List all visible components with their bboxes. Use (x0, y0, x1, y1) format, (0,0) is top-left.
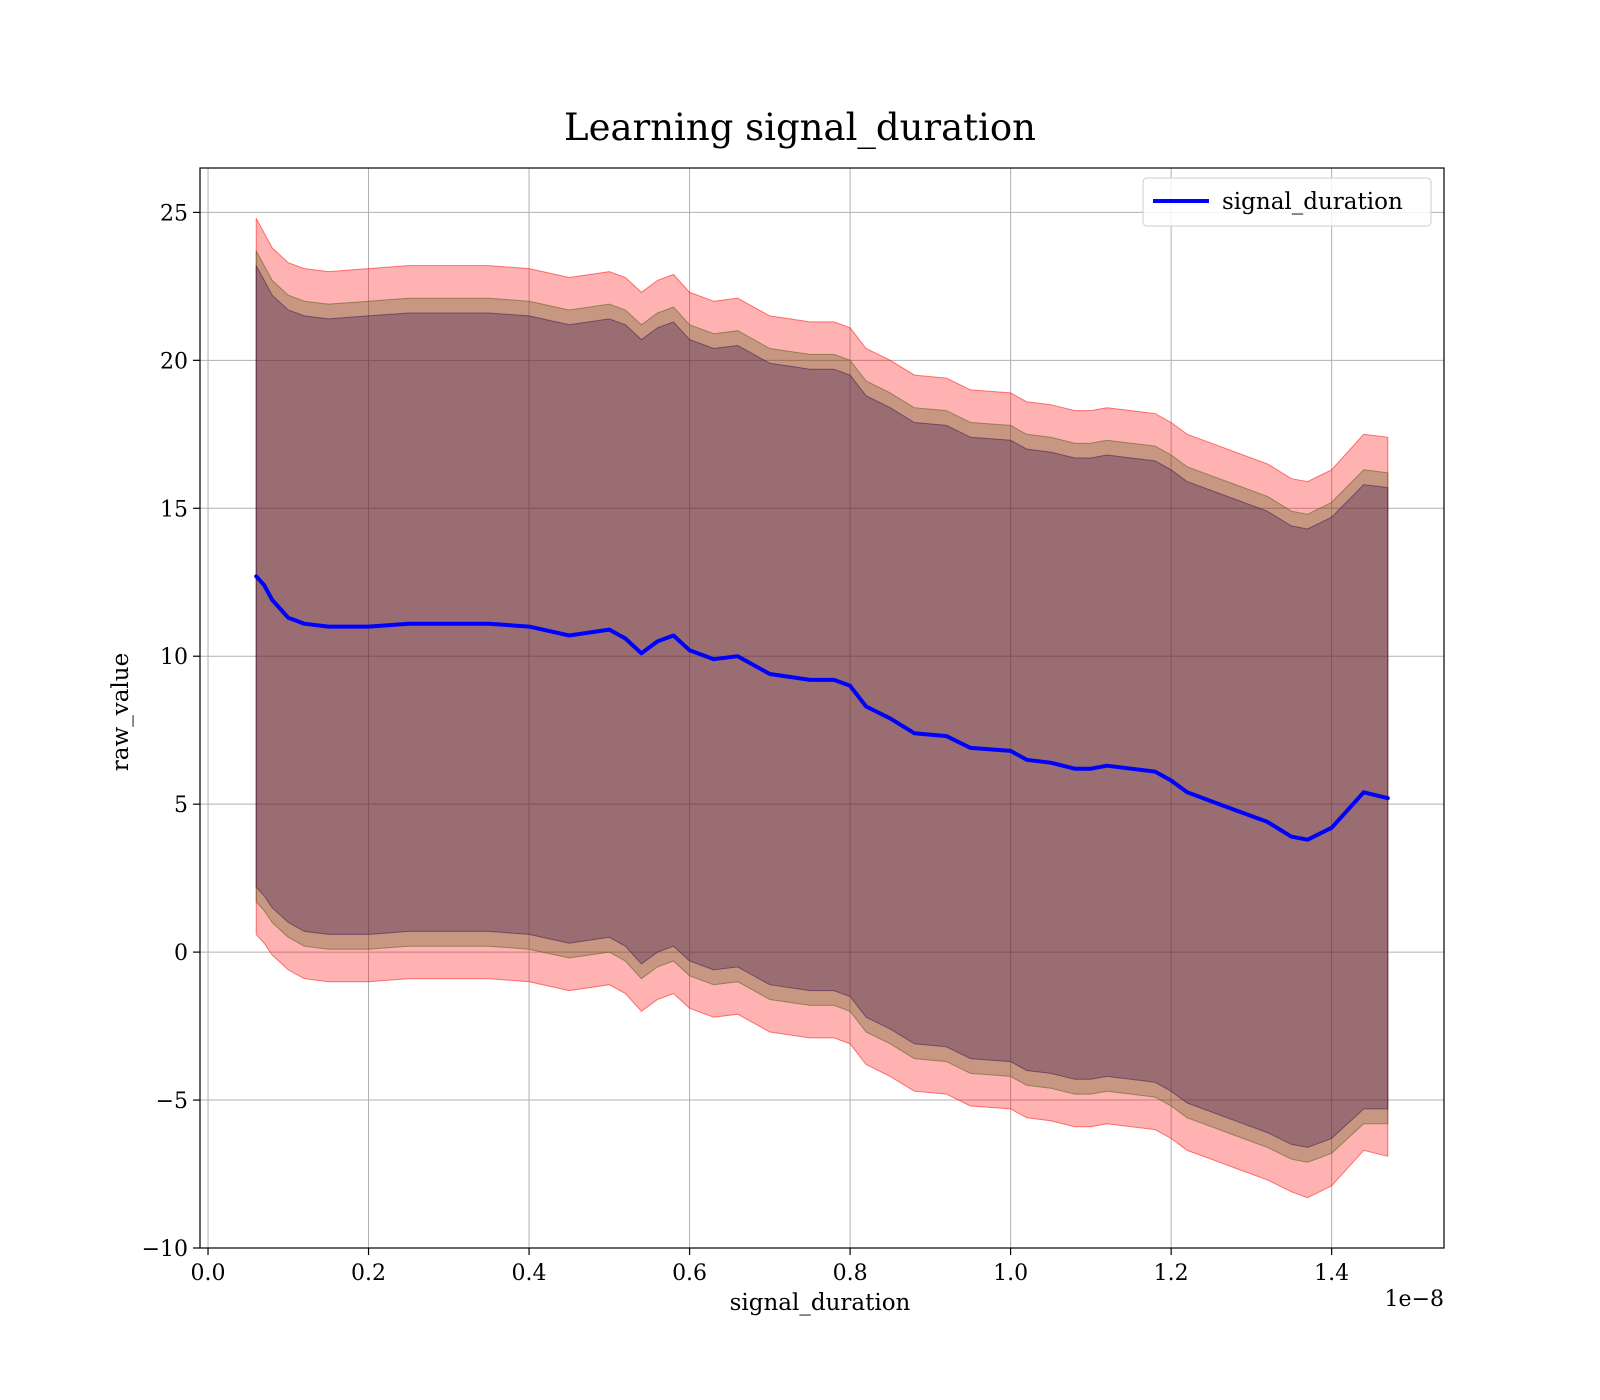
chart-title: Learning signal_duration (564, 106, 1036, 150)
legend-label: signal_duration (1222, 189, 1403, 215)
x-tick-label: 1.2 (1154, 1261, 1189, 1286)
y-tick-label: 25 (160, 201, 188, 226)
x-tick-label: 1.0 (993, 1261, 1028, 1286)
x-tick-label: 0.8 (833, 1261, 868, 1286)
confidence-bands (255, 218, 1389, 1199)
x-tick-label: 0.6 (672, 1261, 707, 1286)
legend-box (1142, 177, 1432, 227)
y-tick-label: 5 (174, 793, 188, 818)
y-tick-label: 20 (160, 349, 188, 374)
legend: signal_duration (1142, 177, 1432, 227)
x-tick-label: 1.4 (1314, 1261, 1349, 1286)
band-1 (255, 250, 1389, 1163)
y-tick-label: 0 (174, 941, 188, 966)
plot-frame (199, 167, 1445, 1249)
x-tick-label: 0.2 (351, 1261, 386, 1286)
x-axis-title: signal_duration (730, 1290, 911, 1316)
x-axis-offset-label: 1e−8 (1385, 1287, 1444, 1312)
band-2 (255, 265, 1389, 1148)
y-tick-label: 15 (160, 497, 188, 522)
y-tick-label: −10 (142, 1237, 188, 1262)
series-lines (254, 574, 1390, 842)
x-tick-label: 0.0 (191, 1261, 226, 1286)
grid (200, 168, 1444, 1249)
x-tick-label: 0.4 (512, 1261, 547, 1286)
y-tick-label: −5 (156, 1089, 188, 1114)
y-axis-title: raw_value (108, 653, 134, 771)
y-tick-label: 10 (160, 645, 188, 670)
series-line-0 (254, 574, 1390, 842)
axis-ticks: 0.0 0.2 0.4 0.6 0.8 1.0 1.2 1.4 −10 −5 0 5 10 15 20 25 (142, 201, 1350, 1286)
band-0 (255, 218, 1389, 1199)
